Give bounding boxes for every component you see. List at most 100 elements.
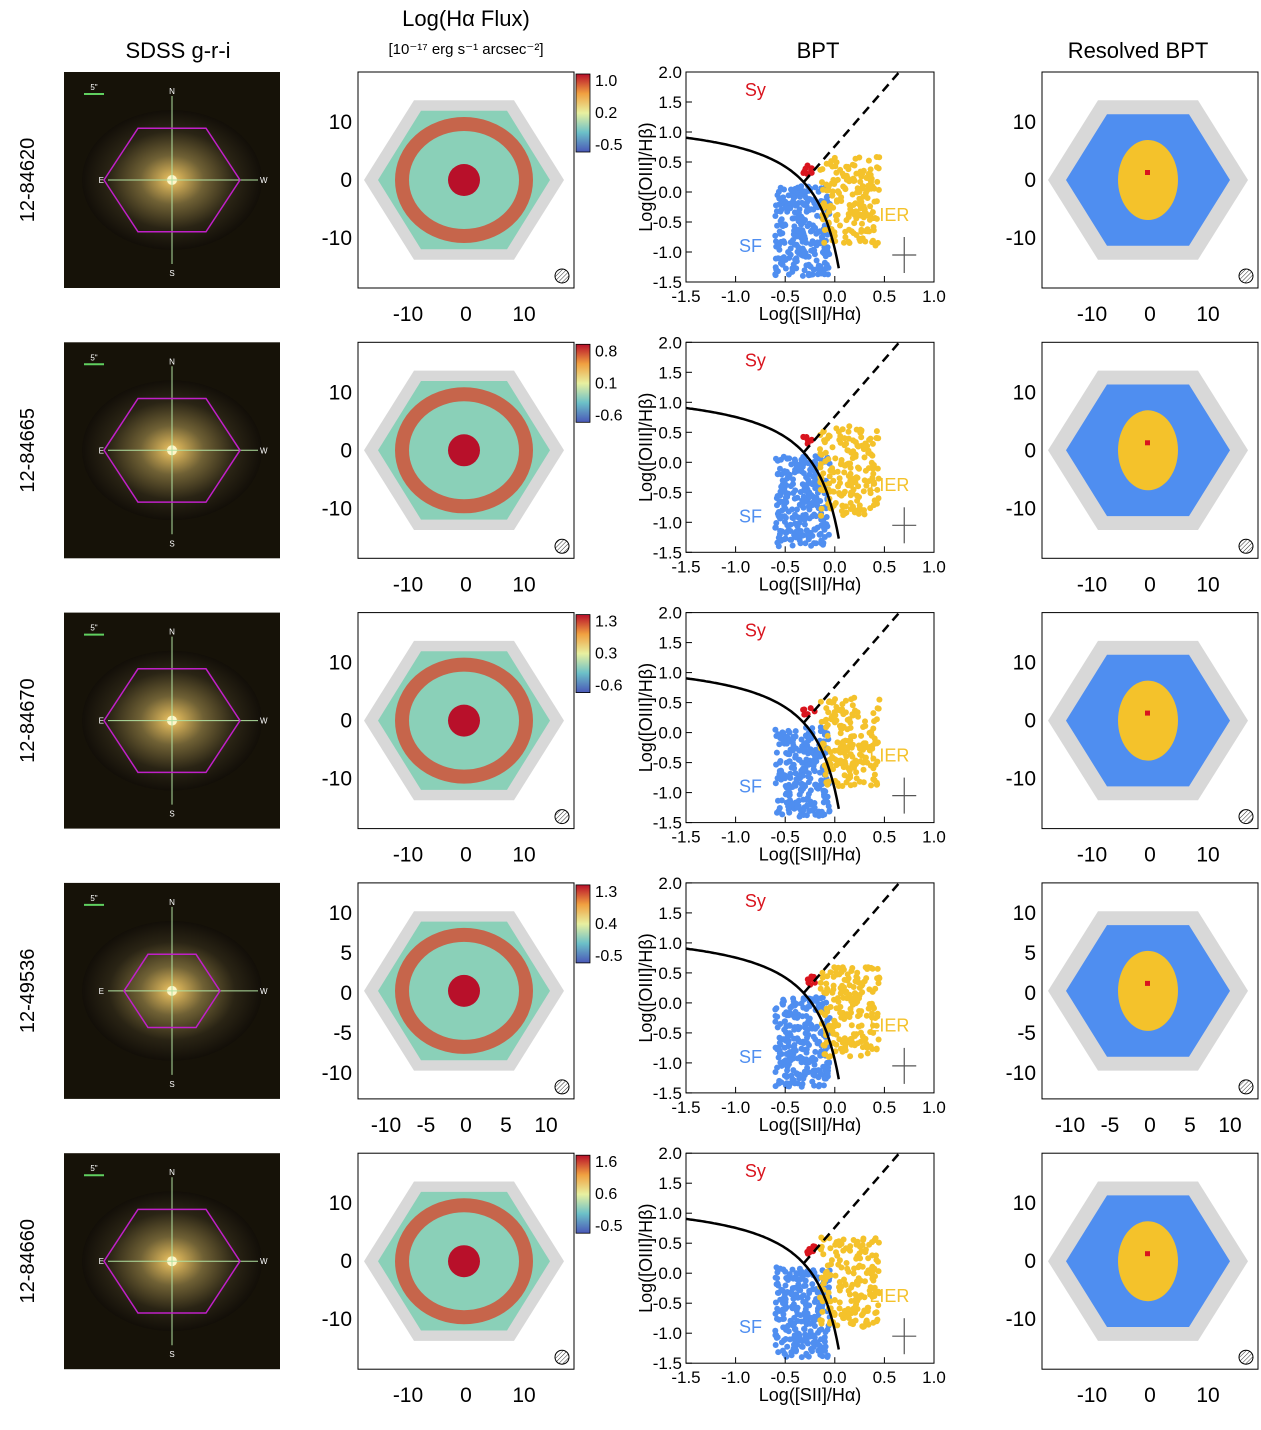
bpt-point-sf: [801, 515, 808, 522]
compass-w: W: [260, 176, 268, 185]
bpt-point-lier: [870, 224, 877, 230]
bpt-ytick-label: 0.5: [658, 423, 682, 442]
bpt-point-lier: [837, 990, 844, 997]
resolved-map-ytick: 5: [1024, 942, 1036, 965]
bpt-point-sy: [800, 170, 807, 176]
bpt-point-lier: [819, 166, 826, 173]
bpt-point-sf: [804, 1310, 811, 1317]
bpt-point-lier: [833, 971, 840, 978]
bpt-point-lier: [860, 213, 867, 220]
bpt-point-sf: [775, 1080, 782, 1087]
flux-map-xtick: 10: [512, 303, 535, 326]
bpt-point-lier: [849, 702, 856, 709]
bpt-ytick-label: -0.5: [653, 1024, 682, 1043]
bpt-xtick-label: -1.0: [721, 1098, 750, 1117]
header-resolved: Resolved BPT: [1068, 38, 1209, 63]
resolved-map-sy-spaxel: [1145, 980, 1150, 986]
bpt-point-sf: [822, 253, 829, 260]
bpt-label-lier: LIER: [869, 205, 909, 225]
bpt-point-sf: [791, 1014, 798, 1021]
bpt-point-lier: [832, 712, 839, 719]
bpt-point-lier: [849, 761, 856, 768]
bpt-point-lier: [873, 716, 880, 723]
bpt-point-sf: [782, 1282, 789, 1289]
compass-w: W: [260, 987, 268, 996]
bpt-point-lier: [863, 1317, 870, 1324]
bpt-point-lier: [839, 701, 846, 708]
bpt-point-lier: [847, 1035, 854, 1042]
colorbar-tick: -0.6: [595, 678, 623, 695]
bpt-point-sf: [798, 1354, 805, 1361]
bpt-point-sf: [807, 1320, 814, 1327]
resolved-map-lier-region: [1118, 950, 1178, 1031]
bpt-point-lier: [834, 188, 841, 195]
bpt-point-lier: [866, 216, 873, 223]
flux-map-xtick: 10: [512, 844, 535, 867]
bpt-point-sf: [821, 526, 828, 533]
bpt-point-lier: [867, 166, 874, 173]
bpt-point-sf: [803, 1013, 810, 1019]
bpt-point-lier: [840, 1315, 847, 1322]
bpt-point-sf: [777, 465, 783, 472]
flux-map-ytick: 0: [340, 982, 352, 1005]
bpt-point-sf: [783, 1058, 790, 1064]
bpt-point-lier: [875, 980, 882, 987]
bpt-point-sf: [809, 1348, 815, 1355]
bpt-point-sf: [790, 198, 797, 205]
bpt-point-lier: [869, 209, 876, 216]
bpt-point-lier: [820, 428, 827, 435]
bpt-point-lier: [868, 1000, 875, 1007]
bpt-xtick-label: -1.0: [721, 828, 750, 847]
bpt-point-sf: [819, 233, 826, 240]
bpt-ytick-label: -1.5: [653, 1084, 682, 1103]
bpt-point-sf: [805, 779, 812, 786]
resolved-map-ytick: 10: [1013, 902, 1036, 925]
flux-map-xtick: 0: [460, 573, 472, 596]
bpt-point-lier: [835, 783, 842, 789]
bpt-point-lier: [838, 457, 845, 463]
bpt-point-lier: [821, 989, 828, 996]
bpt-point-lier: [869, 1010, 876, 1017]
bpt-point-sf: [777, 1042, 784, 1048]
bpt-point-lier: [867, 203, 874, 210]
bpt-point-lier: [849, 1001, 856, 1008]
bpt-point-lier: [845, 428, 852, 435]
bpt-point-lier: [818, 1234, 825, 1241]
bpt-point-lier: [845, 1287, 852, 1294]
bpt-point-lier: [825, 456, 832, 463]
bpt-point-sf: [797, 1039, 804, 1046]
bpt-point-lier: [817, 461, 824, 468]
bpt-point-sf: [794, 248, 801, 255]
flux-map-ytick: -10: [322, 497, 352, 520]
bpt-point-lier: [840, 1236, 847, 1243]
bpt-point-sf: [780, 998, 787, 1005]
bpt-point-lier: [841, 758, 848, 765]
resolved-map-xtick: 0: [1144, 1114, 1156, 1137]
bpt-point-sf: [806, 271, 813, 278]
bpt-point-lier: [840, 183, 847, 190]
flux-map-ytick: 0: [340, 1250, 352, 1273]
bpt-ytick-label: 2.0: [658, 874, 682, 893]
bpt-point-lier: [863, 482, 870, 489]
bpt-point-sf: [801, 188, 808, 195]
bpt-point-sf: [806, 220, 813, 227]
bpt-point-sf: [792, 185, 799, 192]
bpt-point-lier: [870, 462, 877, 468]
bpt-point-sf: [799, 759, 806, 766]
bpt-point-sf: [783, 482, 790, 489]
bpt-point-lier: [841, 469, 848, 476]
bpt-point-sy: [808, 169, 815, 176]
bpt-point-sf: [810, 766, 817, 773]
bpt-point-lier: [875, 705, 882, 712]
resolved-map-ytick: 10: [1013, 1192, 1036, 1215]
bpt-point-lier: [870, 1277, 877, 1284]
flux-map-ytick: 10: [329, 381, 352, 404]
compass-n: N: [169, 1168, 175, 1177]
bpt-point-sf: [810, 240, 816, 246]
bpt-point-sf: [814, 749, 821, 756]
bpt-point-sf: [799, 272, 806, 279]
scale-bar-label: 5": [90, 83, 97, 92]
bpt-point-lier: [850, 1237, 857, 1243]
colorbar: [575, 614, 591, 693]
bpt-point-sf: [807, 228, 814, 235]
